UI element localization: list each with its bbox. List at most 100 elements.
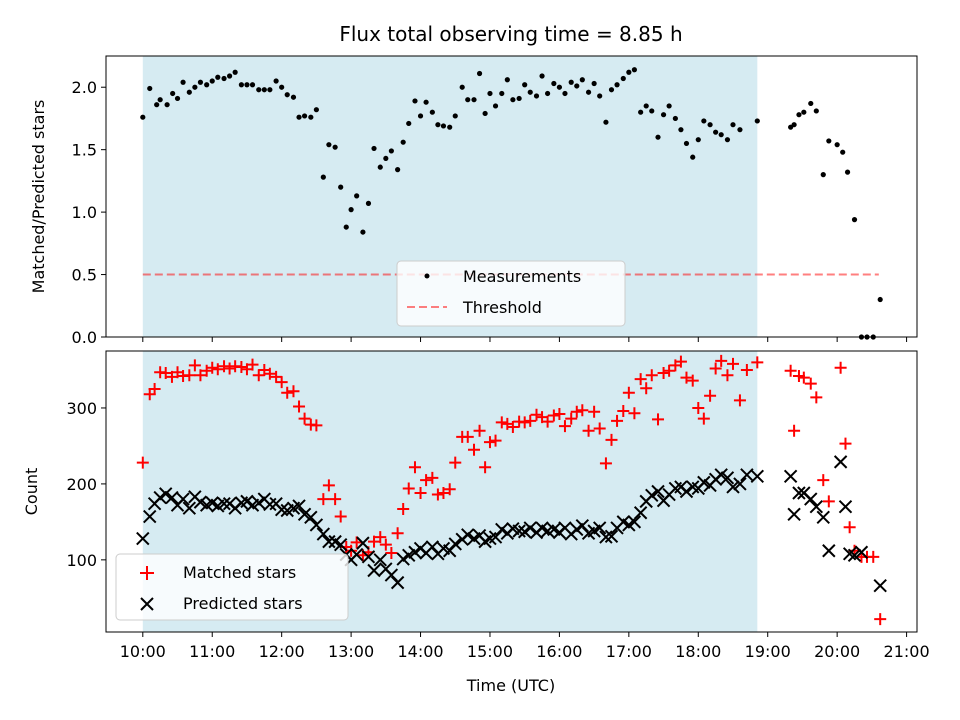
measurement-point	[713, 129, 719, 135]
predicted-star-point	[847, 548, 862, 563]
matched-star-point	[350, 536, 363, 549]
matched-star-point	[822, 495, 835, 508]
measurement-point	[232, 69, 238, 75]
predicted-star-point	[787, 507, 801, 521]
measurement-point	[465, 97, 471, 103]
y-axis-label-top: Matched/Predicted stars	[29, 100, 48, 294]
measurement-point	[154, 102, 160, 108]
measurement-point	[620, 75, 626, 82]
matched-star-point	[379, 538, 392, 551]
matched-star-point	[733, 394, 746, 407]
matched-star-point	[334, 510, 347, 523]
measurement-points	[140, 67, 883, 340]
x-tick-label: 15:00	[467, 642, 513, 661]
matched-star-point	[839, 437, 852, 450]
matched-star-point	[420, 474, 433, 487]
measurement-point	[238, 82, 244, 88]
matched-star-point	[652, 413, 665, 426]
matched-star-point	[582, 424, 595, 437]
matched-star-point	[617, 404, 630, 417]
measurement-point	[527, 89, 533, 95]
measurement-point	[877, 296, 883, 303]
x-axis-ticks-top	[142, 337, 908, 342]
measurement-point	[284, 92, 290, 98]
x-tick-label: 20:00	[814, 642, 860, 661]
measurement-point	[471, 97, 477, 103]
predicted-star-point	[292, 499, 306, 513]
measurement-point	[209, 78, 215, 84]
measurement-point	[308, 114, 314, 120]
measurement-point	[320, 174, 326, 180]
y-tick-label: 1.5	[72, 141, 97, 160]
measurement-point	[157, 97, 163, 103]
matched-star-point	[692, 401, 705, 414]
x-tick-label: 17:00	[606, 642, 652, 661]
measurement-point	[164, 102, 170, 108]
legend-measurement-marker	[424, 273, 430, 279]
ratio-panel: 0.00.51.01.52.0 Matched/Predicted stars …	[29, 55, 918, 347]
matched-star-point	[468, 443, 481, 456]
measurement-point	[249, 82, 256, 88]
matched-star-point	[287, 385, 300, 398]
matched-star-point	[663, 364, 676, 377]
plot-frame-top	[105, 55, 918, 338]
predicted-star-point	[633, 506, 648, 520]
predicted-star-point	[726, 480, 740, 494]
measurement-point	[221, 75, 227, 82]
matched-star-point	[867, 550, 880, 563]
measurement-point	[147, 85, 153, 92]
measurement-point	[851, 217, 858, 223]
matched-star-point	[449, 456, 462, 469]
x-tick-label: 12:00	[259, 642, 305, 661]
measurement-point	[343, 224, 349, 230]
y-tick-label: 0.0	[72, 328, 97, 347]
predicted-star-point	[448, 537, 462, 551]
matched-star-point	[611, 414, 624, 427]
measurement-point	[791, 122, 797, 128]
matched-star-point	[657, 367, 670, 380]
measurement-point	[545, 90, 551, 97]
measurement-point	[826, 138, 832, 144]
predicted-star-point	[599, 530, 613, 544]
matched-star-point	[252, 369, 265, 382]
measurement-point	[579, 77, 585, 83]
predicted-star-point	[873, 578, 887, 593]
predicted-star-point	[792, 486, 806, 500]
matched-star-point	[489, 434, 502, 447]
figure-title: Flux total observing time = 8.85 h	[339, 22, 682, 46]
predicted-star-point	[604, 529, 619, 544]
x-tick-label: 14:00	[397, 642, 443, 661]
matched-star-point	[726, 357, 739, 370]
matched-star-point	[246, 358, 259, 371]
measurement-point	[840, 149, 846, 155]
measurement-point	[423, 99, 429, 105]
measurement-point	[585, 89, 592, 95]
predicted-star-point	[159, 487, 173, 501]
matched-star-point	[622, 386, 635, 399]
measurement-point	[539, 73, 545, 79]
measurement-point	[666, 103, 672, 109]
matched-star-point	[223, 362, 236, 375]
matched-star-point	[518, 416, 531, 429]
predicted-star-point	[523, 521, 537, 535]
matched-star-point	[385, 547, 398, 560]
measurement-point	[660, 112, 667, 118]
matched-star-point	[194, 369, 207, 382]
matched-star-point	[275, 376, 288, 389]
matched-star-point	[628, 407, 641, 420]
y-tick-label: 300	[66, 399, 97, 418]
matched-star-point	[605, 433, 618, 446]
predicted-star-point	[679, 484, 694, 499]
measurement-point	[631, 67, 637, 73]
matched-star-point	[697, 412, 710, 425]
measurement-point	[678, 127, 684, 133]
measurement-point	[180, 79, 186, 85]
measurement-point	[649, 108, 655, 114]
predicted-star-point	[750, 469, 765, 484]
y-tick-label: 200	[66, 475, 97, 494]
matched-star-point	[322, 479, 335, 492]
predicted-star-point	[461, 528, 475, 542]
matched-star-point	[788, 424, 801, 437]
matched-star-point	[680, 371, 693, 384]
